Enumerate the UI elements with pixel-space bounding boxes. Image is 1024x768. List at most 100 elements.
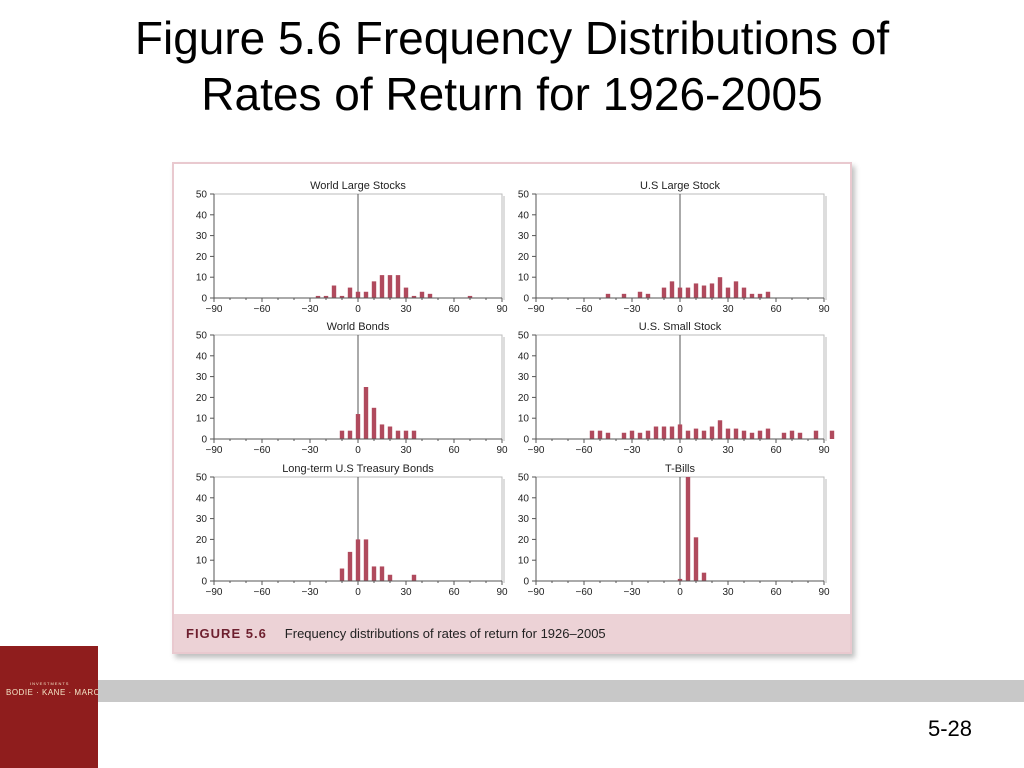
x-tick-label: 90 <box>496 304 508 315</box>
y-tick-label: 20 <box>196 252 208 263</box>
histogram-bar <box>363 387 369 439</box>
histogram-bar <box>419 291 425 298</box>
histogram-bar <box>765 291 771 298</box>
x-tick-label: −90 <box>206 587 223 598</box>
histogram-bar <box>621 432 627 439</box>
histogram-bar <box>411 574 417 581</box>
x-tick-label: −60 <box>576 587 593 598</box>
x-tick-label: −90 <box>206 445 223 456</box>
histogram-bar <box>677 578 683 581</box>
y-tick-label: 0 <box>523 577 529 588</box>
y-tick-label: 50 <box>518 190 530 201</box>
histogram-bar <box>371 281 377 298</box>
histogram-panel: Long-term U.S Treasury Bonds 0 10 20 30 40 50 −… <box>196 463 508 598</box>
x-tick-label: 90 <box>496 587 508 598</box>
histogram-bar <box>355 414 361 439</box>
y-tick-label: 0 <box>201 577 207 588</box>
histogram-bar <box>371 407 377 439</box>
histogram-bar <box>701 572 707 581</box>
histogram-bar <box>677 424 683 439</box>
histogram-bar <box>693 428 699 439</box>
histogram-bar <box>379 275 385 298</box>
x-tick-label: 30 <box>722 304 734 315</box>
x-tick-label: −60 <box>254 304 271 315</box>
histogram-bar <box>741 287 747 298</box>
histogram-bar <box>387 574 393 581</box>
histogram-bar <box>717 277 723 298</box>
histogram-panel: U.S Large Stock 0 10 20 30 40 50 −90 −60 −30 0 30 60… <box>518 180 830 315</box>
y-tick-label: 20 <box>196 535 208 546</box>
panel-title: U.S. Small Stock <box>639 321 722 333</box>
figure-caption-text: Frequency distributions of rates of retu… <box>284 625 606 641</box>
x-tick-label: 30 <box>400 445 412 456</box>
histogram-bar <box>661 287 667 298</box>
histogram-bar <box>813 430 819 439</box>
histogram-bar <box>371 566 377 581</box>
x-tick-label: 30 <box>722 587 734 598</box>
histogram-bar <box>701 285 707 298</box>
x-tick-label: −30 <box>302 304 319 315</box>
histogram-bar <box>323 295 329 298</box>
histogram-panel: World Large Stocks 0 10 20 30 40 50 −90 −60 −30 0 3… <box>196 180 508 315</box>
x-tick-label: −30 <box>302 445 319 456</box>
page-number: 5-28 <box>927 716 972 741</box>
figure-label: FIGURE 5.6 <box>186 625 267 641</box>
x-tick-label: 30 <box>722 445 734 456</box>
histogram-bar <box>347 287 353 298</box>
histogram-bar <box>685 430 691 439</box>
histogram-bar <box>427 293 433 298</box>
x-tick-label: −60 <box>576 445 593 456</box>
x-tick-label: 30 <box>400 304 412 315</box>
histogram-bar <box>757 293 763 298</box>
x-tick-label: −90 <box>528 445 545 456</box>
histogram-bar <box>749 293 755 298</box>
x-tick-label: −60 <box>576 304 593 315</box>
y-tick-label: 10 <box>196 414 208 425</box>
histogram-bar <box>411 430 417 439</box>
histogram-bar <box>701 430 707 439</box>
y-tick-label: 50 <box>518 331 530 342</box>
x-tick-label: −30 <box>302 587 319 598</box>
x-tick-label: 90 <box>496 445 508 456</box>
histogram-bar <box>741 430 747 439</box>
histogram-bar <box>685 477 691 581</box>
histogram-bar <box>733 281 739 298</box>
x-tick-label: −90 <box>528 304 545 315</box>
panel-title: U.S Large Stock <box>640 180 721 192</box>
panel-title: T-Bills <box>665 463 695 475</box>
x-tick-label: 60 <box>770 587 782 598</box>
x-tick-label: −30 <box>624 304 641 315</box>
histogram-bar <box>749 432 755 439</box>
slide-title: Figure 5.6 Frequency Distributions of Ra… <box>0 10 1024 122</box>
histogram-bar <box>395 275 401 298</box>
x-tick-label: 60 <box>770 304 782 315</box>
histogram-bar <box>379 424 385 439</box>
y-tick-label: 30 <box>196 514 208 525</box>
histogram-bar <box>789 430 795 439</box>
histogram-bar <box>379 566 385 581</box>
histogram-bar <box>411 295 417 298</box>
x-tick-label: −30 <box>624 445 641 456</box>
y-tick-label: 10 <box>196 273 208 284</box>
x-tick-label: 90 <box>818 445 830 456</box>
y-tick-label: 30 <box>196 372 208 383</box>
histogram-bar <box>829 430 835 439</box>
histogram-bar <box>347 551 353 581</box>
panel-title: Long-term U.S Treasury Bonds <box>282 463 434 475</box>
y-tick-label: 40 <box>196 351 208 362</box>
histogram-bar <box>645 293 651 298</box>
y-tick-label: 30 <box>196 231 208 242</box>
histogram-bar <box>725 428 731 439</box>
histogram-panel: T-Bills 0 10 20 30 40 50 −90 −60 −30 0 30 60 90 <box>518 463 830 598</box>
x-tick-label: 0 <box>355 445 361 456</box>
histogram-bar <box>339 295 345 298</box>
histogram-bar <box>605 293 611 298</box>
slide-title-line-1: Figure 5.6 Frequency Distributions of <box>134 12 890 64</box>
x-tick-label: 90 <box>818 587 830 598</box>
y-tick-label: 10 <box>196 556 208 567</box>
histogram-bar <box>669 281 675 298</box>
histogram-bar <box>403 287 409 298</box>
logo-text: BODIE · KANE · MARCUS <box>6 688 113 697</box>
logo-subtitle: INVESTMENTS <box>30 681 70 686</box>
histogram-bar <box>669 426 675 439</box>
